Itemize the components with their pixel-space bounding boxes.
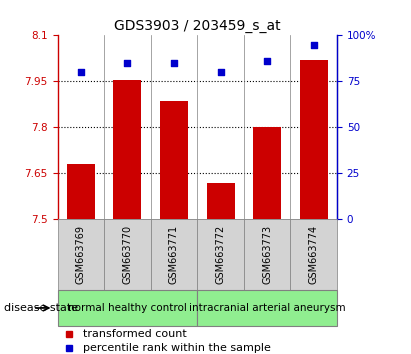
Bar: [104, 219, 151, 290]
Text: percentile rank within the sample: percentile rank within the sample: [83, 343, 270, 353]
Text: transformed count: transformed count: [83, 329, 187, 339]
Text: disease state: disease state: [4, 303, 78, 313]
Bar: [58, 290, 197, 326]
Text: normal healthy control: normal healthy control: [68, 303, 187, 313]
Bar: [67, 164, 95, 219]
Text: GSM663770: GSM663770: [122, 225, 132, 284]
Bar: [253, 127, 281, 219]
Text: GSM663772: GSM663772: [216, 225, 226, 284]
Bar: [244, 219, 291, 290]
Point: [171, 60, 177, 66]
Bar: [113, 80, 141, 219]
Bar: [291, 219, 337, 290]
Bar: [300, 60, 328, 219]
Point: [78, 69, 84, 75]
Text: GSM663773: GSM663773: [262, 225, 272, 284]
Title: GDS3903 / 203459_s_at: GDS3903 / 203459_s_at: [114, 19, 281, 33]
Bar: [160, 101, 188, 219]
Bar: [151, 219, 197, 290]
Text: GSM663771: GSM663771: [169, 225, 179, 284]
Point: [264, 58, 270, 64]
Point: [124, 60, 131, 66]
Bar: [197, 219, 244, 290]
Point: [217, 69, 224, 75]
Bar: [58, 219, 104, 290]
Text: GSM663769: GSM663769: [76, 225, 86, 284]
Bar: [197, 290, 337, 326]
Bar: [207, 183, 235, 219]
Text: intracranial arterial aneurysm: intracranial arterial aneurysm: [189, 303, 346, 313]
Text: GSM663774: GSM663774: [309, 225, 319, 284]
Point: [310, 42, 317, 47]
